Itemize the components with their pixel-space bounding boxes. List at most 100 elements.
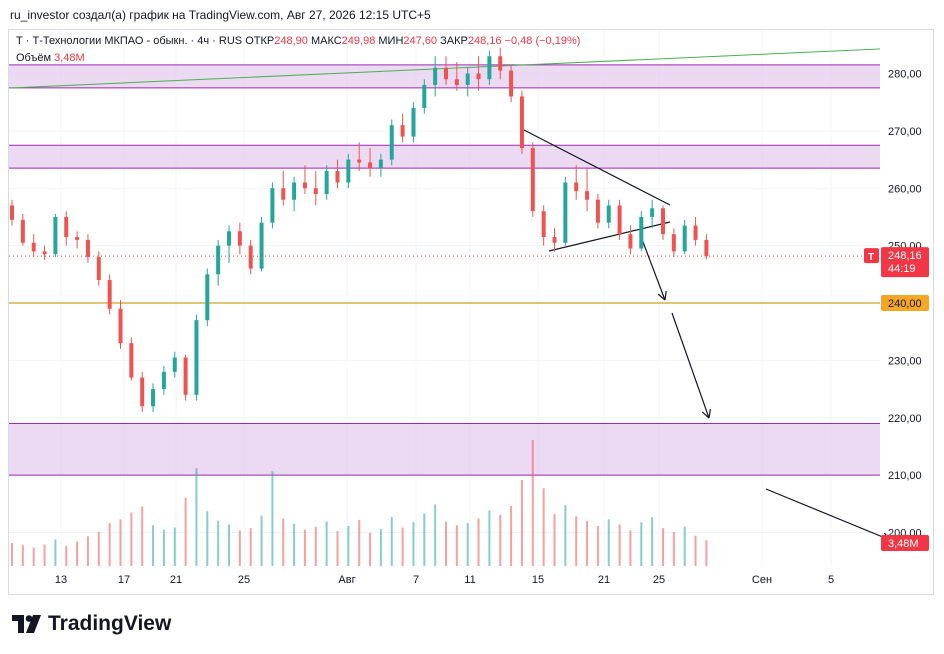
arrow-head — [708, 409, 712, 419]
candle-body — [476, 73, 481, 80]
arrow-head — [701, 411, 710, 419]
high-label: МАКС — [310, 35, 342, 47]
y-tick-label: 220,00 — [888, 413, 922, 425]
candle-body — [10, 205, 14, 220]
triangle-lower-line — [548, 221, 671, 252]
volume-badge-label: 3,48M — [888, 538, 919, 550]
volume-bar — [76, 541, 79, 566]
candle-body — [161, 371, 166, 390]
volume-bar — [108, 523, 111, 566]
candle-body — [42, 251, 47, 255]
volume-bar — [347, 525, 350, 566]
candle-body — [259, 222, 264, 269]
volume-bar — [325, 521, 328, 566]
low-label: МИН — [378, 35, 404, 47]
tradingview-logo[interactable]: TradingView — [12, 612, 171, 636]
volume-bar — [390, 517, 393, 566]
projection-arrow — [671, 312, 710, 419]
candle-body — [31, 242, 36, 252]
x-tick-label: 25 — [653, 574, 665, 586]
x-tick-label: 21 — [598, 574, 610, 586]
candle-body — [563, 182, 568, 243]
volume-bar — [401, 527, 404, 566]
candle-body — [140, 377, 145, 407]
volume-bar — [217, 520, 220, 566]
candle-body — [389, 125, 394, 160]
volume-bar — [575, 516, 578, 566]
volume-bar — [97, 531, 100, 566]
candle-body — [400, 125, 405, 137]
candle-body — [118, 308, 123, 344]
volume-bar — [542, 488, 545, 566]
candle-body — [324, 171, 329, 194]
candle-body — [444, 67, 448, 80]
open-label: ОТКР — [245, 35, 275, 47]
candle-body — [465, 73, 470, 85]
volume-bar — [672, 531, 675, 566]
volume-bar — [662, 528, 664, 566]
candle-body — [606, 205, 611, 223]
volume-bar — [694, 535, 697, 566]
candle-body — [661, 208, 665, 235]
zone-rect — [9, 423, 880, 476]
candle-body — [639, 216, 644, 249]
volume-bar — [130, 512, 133, 566]
volume-bar — [477, 518, 480, 566]
candle-body — [509, 70, 514, 97]
volume-bar — [358, 520, 361, 566]
volume-bar — [466, 523, 469, 566]
level-badge-label: 240,00 — [888, 298, 922, 310]
projection-arrow — [765, 488, 891, 541]
candle-body — [248, 245, 253, 269]
volume-bar — [65, 545, 68, 566]
volume-bar — [206, 511, 209, 566]
candle-body — [205, 274, 210, 321]
candle-body — [693, 225, 698, 240]
candle-body — [704, 239, 709, 257]
volume-bar — [412, 522, 415, 566]
volume-bar — [564, 505, 567, 566]
candle-body — [75, 237, 80, 240]
volume-bar — [303, 529, 306, 566]
x-tick-label: Авг — [338, 574, 355, 586]
candle-body — [346, 159, 351, 183]
candle-body — [671, 234, 676, 252]
x-tick-label: 7 — [413, 574, 419, 586]
volume-badge — [881, 535, 929, 551]
tradingview-logo-icon — [12, 615, 41, 633]
volume-bar — [336, 531, 339, 566]
low-value: 247,60 — [403, 35, 438, 47]
volume-bar — [271, 471, 274, 566]
volume-bar — [607, 519, 610, 566]
zone-rect — [9, 145, 880, 169]
candle-body — [227, 231, 231, 246]
volume-bar — [238, 530, 241, 566]
candle-body — [650, 208, 655, 217]
volume-bar — [141, 506, 144, 566]
x-tick-label: 25 — [238, 574, 250, 586]
volume-bar — [228, 524, 230, 566]
volume-value: 3,48M — [54, 52, 85, 64]
volume-bar — [195, 468, 198, 566]
volume-bar — [705, 540, 708, 566]
candle-body — [302, 182, 307, 189]
candle-body — [628, 234, 633, 249]
chart-attribution: ru_investor создал(а) график на TradingV… — [10, 8, 431, 22]
close-value: 248,16 — [467, 35, 502, 47]
arrow-head — [664, 291, 667, 301]
chart-frame[interactable] — [8, 29, 934, 595]
volume-bar — [173, 527, 176, 566]
candle-body — [378, 159, 383, 169]
volume-label: Объём — [16, 52, 52, 64]
volume-legend: Объём 3,48M — [16, 52, 85, 64]
volume-bar — [586, 520, 589, 566]
candle-body — [454, 79, 459, 85]
volume-bar — [43, 544, 46, 566]
candle-body — [433, 67, 438, 85]
candle-body — [237, 231, 242, 246]
volume-bar — [434, 504, 437, 566]
volume-bar — [640, 522, 643, 566]
candle-body — [313, 188, 318, 194]
candle-body — [530, 148, 535, 212]
